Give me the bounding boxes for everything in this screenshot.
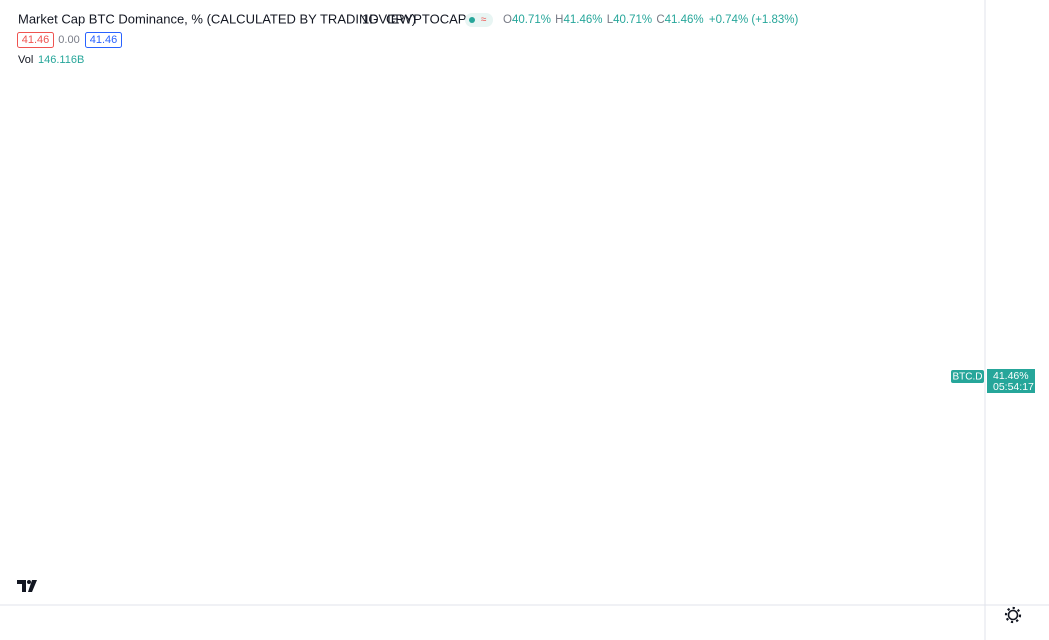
status-pill[interactable] [465, 13, 493, 27]
settings-gear[interactable] [1004, 606, 1022, 624]
ohlc-key: H [555, 14, 563, 26]
symbol-tag [951, 370, 984, 383]
logo-mark [17, 580, 37, 592]
exchange: CRYPTOCAP [386, 11, 466, 26]
ohlc-value: 41.46% [563, 14, 602, 26]
change: +0.74% (+1.83%) [709, 14, 799, 26]
spread: 0.00 [58, 34, 79, 46]
bid-box[interactable] [17, 32, 54, 48]
ohlc-legend: O40.71% H41.46% L40.71% C41.46% +0.74% (… [503, 14, 799, 26]
bid: 41.46 [22, 34, 50, 46]
logo-bg [12, 573, 42, 599]
ohlc-value: 40.71% [613, 14, 652, 26]
price-tag-price: 41.46% [993, 370, 1029, 382]
ohlc-key: L [607, 14, 614, 26]
vol-value: 146.116B [38, 54, 84, 66]
status-dot [469, 17, 475, 23]
interval: 1D [362, 11, 379, 26]
status-icon: ≈ [481, 15, 487, 26]
title: Market Cap BTC Dominance, % (CALCULATED … [18, 11, 416, 26]
gear-ring [1007, 609, 1019, 621]
ohlc-value: 40.71% [512, 14, 551, 26]
gear-teeth [1004, 606, 1022, 624]
price-tag-countdown: 05:54:17 [993, 381, 1034, 393]
vol-label: Vol [18, 54, 33, 66]
logo-dot [27, 580, 31, 584]
logo[interactable] [12, 573, 42, 599]
symbol-tag-text: BTC.D [953, 372, 983, 383]
ohlc-value: 41.46% [665, 14, 704, 26]
price-tag [987, 369, 1035, 393]
ohlc-key: O [503, 14, 512, 26]
ask-box[interactable] [85, 32, 122, 48]
ask: 41.46 [90, 34, 118, 46]
ohlc-key: C [656, 14, 664, 26]
